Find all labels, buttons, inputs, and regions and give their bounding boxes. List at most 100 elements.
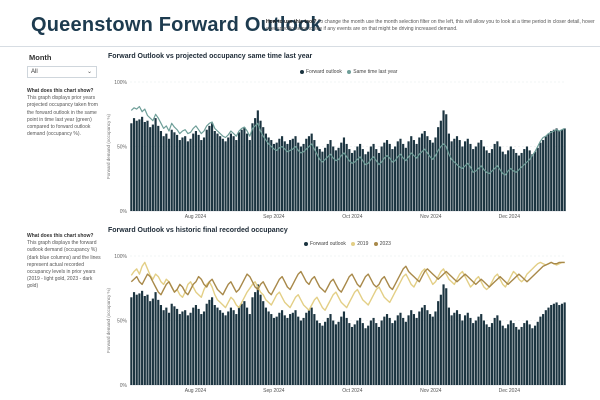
bar xyxy=(472,149,475,211)
bar xyxy=(326,317,329,385)
bar xyxy=(377,326,381,385)
y-tick-label: 100% xyxy=(114,80,127,86)
bar xyxy=(512,149,515,211)
bar xyxy=(493,143,496,211)
help-text: How to use this tool? To change the mont… xyxy=(266,19,596,33)
x-tick-label: Sep 2024 xyxy=(263,388,285,394)
bar xyxy=(291,312,294,385)
bar xyxy=(437,301,440,385)
bar xyxy=(447,307,451,385)
bar xyxy=(383,316,386,385)
bar xyxy=(321,151,324,211)
bar xyxy=(283,141,286,211)
bar xyxy=(254,292,257,385)
bar xyxy=(447,133,451,211)
bar xyxy=(480,140,483,211)
x-tick-label: Sep 2024 xyxy=(263,214,285,220)
bar xyxy=(399,138,402,211)
bar xyxy=(550,131,553,211)
bar xyxy=(453,312,456,385)
x-tick-label: Nov 2024 xyxy=(420,214,442,220)
bar xyxy=(159,131,163,211)
bar xyxy=(391,323,394,385)
bar xyxy=(221,138,224,211)
bar xyxy=(429,140,432,211)
bar xyxy=(307,136,311,211)
bar xyxy=(445,114,448,211)
legend-dot-2019 xyxy=(351,241,356,246)
bar xyxy=(340,316,343,385)
month-select-value: All xyxy=(31,69,38,75)
bar xyxy=(407,141,410,211)
legend-dot-forward xyxy=(300,69,304,74)
bar xyxy=(270,314,273,385)
bar xyxy=(539,142,542,211)
bar xyxy=(515,326,518,385)
chart1-legend: Forward outlook Same time last year xyxy=(296,69,397,75)
bar xyxy=(525,146,529,211)
legend-dot-forward xyxy=(304,241,308,246)
bar xyxy=(211,297,214,385)
bar xyxy=(219,310,222,385)
bar xyxy=(305,312,308,385)
bar xyxy=(256,284,259,385)
bar xyxy=(439,120,442,211)
bar xyxy=(186,315,189,385)
bar xyxy=(560,303,564,385)
bar xyxy=(350,152,354,211)
month-select[interactable]: All ⌄ xyxy=(27,66,97,78)
bar xyxy=(512,323,515,385)
bar xyxy=(364,154,367,211)
bar xyxy=(205,303,208,385)
bar xyxy=(313,314,316,385)
bar xyxy=(213,131,216,211)
bar xyxy=(332,320,335,385)
y-tick-label: 50% xyxy=(117,319,128,325)
bar xyxy=(501,151,504,211)
bar xyxy=(254,118,257,211)
bar xyxy=(200,140,203,211)
bar xyxy=(135,294,138,385)
bar xyxy=(402,317,405,385)
bar xyxy=(329,314,332,385)
bar xyxy=(132,292,136,385)
bar xyxy=(286,317,289,385)
bar xyxy=(345,317,348,385)
bar xyxy=(407,315,410,385)
bar xyxy=(302,143,305,211)
bar xyxy=(334,150,337,211)
page-title: Queenstown Forward Outlook xyxy=(31,14,322,36)
x-tick-label: Oct 2024 xyxy=(342,388,363,394)
bar xyxy=(501,325,504,385)
bar xyxy=(466,312,469,385)
bar xyxy=(337,147,340,211)
bar xyxy=(154,118,157,211)
bar xyxy=(299,320,302,385)
bar xyxy=(560,129,564,211)
bar xyxy=(307,310,311,385)
bar xyxy=(280,136,284,211)
legend-label: 2019 xyxy=(357,241,369,247)
bar xyxy=(235,314,238,385)
bar xyxy=(367,325,370,385)
bar xyxy=(245,133,249,211)
bar xyxy=(372,317,375,385)
bar xyxy=(337,321,340,385)
bar xyxy=(162,136,165,211)
chart2-description-body: This graph displays the forward outlook … xyxy=(27,240,101,290)
bar xyxy=(504,328,507,385)
bar xyxy=(528,150,531,211)
bar xyxy=(377,152,381,211)
bar xyxy=(525,320,529,385)
series-line-2023 xyxy=(130,261,565,296)
bar xyxy=(550,305,553,385)
bar xyxy=(415,317,418,385)
bar xyxy=(173,132,176,211)
bar xyxy=(310,133,313,211)
bar xyxy=(194,305,198,385)
bar xyxy=(334,324,337,385)
bar xyxy=(356,146,359,211)
bar xyxy=(455,310,459,385)
chart2-title: Forward Outlook vs historic final record… xyxy=(108,227,288,234)
bar xyxy=(315,320,319,385)
